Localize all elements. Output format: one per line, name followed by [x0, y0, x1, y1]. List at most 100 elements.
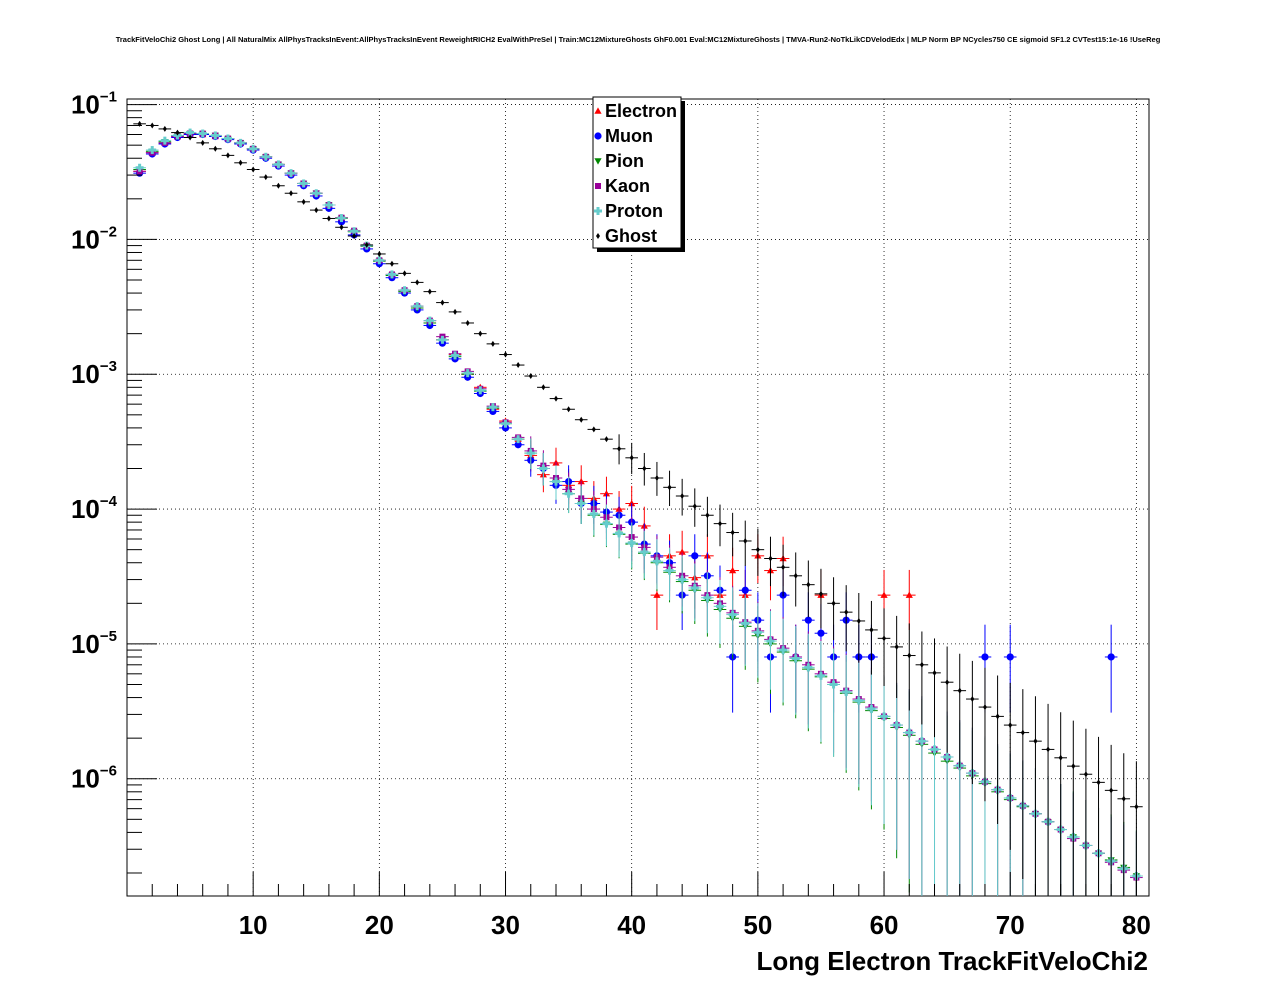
- proton-marker-v: [869, 704, 873, 713]
- proton-marker-v: [596, 207, 600, 215]
- ghost-marker: [326, 215, 331, 222]
- ghost-marker: [377, 250, 382, 257]
- y-tick-label: 10−5: [71, 628, 117, 659]
- chart-title: TrackFitVeloChi2 Ghost Long | All Natura…: [116, 35, 1161, 44]
- proton-marker-v: [428, 316, 432, 325]
- ghost-marker: [225, 152, 230, 159]
- proton-marker: [211, 131, 220, 140]
- proton-marker: [413, 302, 422, 311]
- proton-marker-v: [150, 146, 154, 155]
- proton-marker: [867, 704, 876, 713]
- ghost-marker: [831, 600, 836, 607]
- proton-marker: [678, 575, 687, 584]
- proton-marker-v: [239, 138, 243, 147]
- legend-label-proton: Proton: [605, 201, 663, 221]
- muon-marker: [981, 653, 989, 661]
- ghost-marker: [352, 233, 357, 240]
- ghost-marker: [919, 661, 924, 668]
- ghost-marker: [680, 493, 685, 500]
- proton-marker: [287, 169, 296, 178]
- x-tick-label: 60: [870, 910, 899, 940]
- proton-marker: [917, 737, 926, 746]
- proton-marker-v: [794, 654, 798, 663]
- proton-marker-v: [403, 286, 407, 295]
- ghost-marker: [1008, 722, 1013, 729]
- proton-marker-v: [289, 169, 293, 178]
- proton-marker-v: [554, 477, 558, 486]
- proton-marker-v: [188, 128, 192, 137]
- ghost-marker: [339, 224, 344, 231]
- ghost-marker: [453, 308, 458, 315]
- proton-marker-v: [226, 134, 230, 143]
- electron-marker: [602, 490, 611, 497]
- legend-label-ghost: Ghost: [605, 226, 657, 246]
- proton-marker-v: [642, 548, 646, 557]
- proton-marker: [652, 557, 661, 566]
- proton-marker-v: [352, 227, 356, 236]
- proton-marker: [148, 146, 157, 155]
- legend-label-kaon: Kaon: [605, 176, 650, 196]
- x-tick-label: 80: [1122, 910, 1151, 940]
- proton-marker-v: [302, 179, 306, 188]
- ghost-marker: [692, 503, 697, 510]
- proton-marker-v: [339, 214, 343, 223]
- ghost-marker: [541, 384, 546, 391]
- proton-marker-v: [579, 499, 583, 508]
- ghost-marker: [1096, 779, 1101, 786]
- proton-marker-v: [945, 752, 949, 761]
- ghost-marker: [251, 166, 256, 173]
- proton-marker: [640, 548, 649, 557]
- ghost-marker: [364, 241, 369, 248]
- ghost-marker: [213, 145, 218, 152]
- proton-marker-v: [832, 680, 836, 689]
- muon-marker: [817, 629, 825, 637]
- ghost-marker: [755, 546, 760, 553]
- proton-marker-v: [819, 671, 823, 680]
- muon-marker: [1107, 653, 1115, 661]
- proton-marker-v: [264, 152, 268, 161]
- ghost-marker: [238, 159, 243, 166]
- proton-marker: [943, 752, 952, 761]
- pion-marker: [594, 158, 602, 165]
- proton-marker-v: [907, 728, 911, 737]
- proton-marker-v: [844, 687, 848, 696]
- proton-marker-v: [377, 256, 381, 265]
- ghost-marker: [818, 590, 823, 597]
- muon-marker: [594, 132, 602, 140]
- proton-marker: [716, 602, 725, 611]
- ghost-marker: [566, 406, 571, 413]
- ghost-marker: [188, 134, 193, 141]
- proton-marker: [274, 160, 283, 169]
- ghost-marker: [856, 617, 861, 624]
- ghost-marker: [667, 484, 672, 491]
- proton-marker: [375, 256, 384, 265]
- proton-marker: [627, 539, 636, 548]
- proton-marker: [589, 509, 598, 518]
- proton-marker-v: [327, 200, 331, 209]
- ghost-marker: [579, 416, 584, 423]
- muon-marker: [1006, 653, 1014, 661]
- ghost-marker: [1046, 746, 1051, 753]
- ghost-marker: [844, 609, 849, 616]
- proton-marker-v: [201, 129, 205, 138]
- proton-marker: [451, 351, 460, 360]
- proton-marker: [135, 163, 144, 172]
- muon-marker: [501, 424, 510, 432]
- ghost-marker: [654, 475, 659, 482]
- proton-marker: [198, 129, 207, 138]
- ghost-marker: [440, 299, 445, 306]
- proton-marker: [602, 519, 611, 528]
- proton-marker-v: [390, 270, 394, 279]
- ghost-marker: [882, 635, 887, 642]
- ghost-marker: [314, 207, 319, 214]
- ghost-marker: [478, 330, 483, 337]
- ghost-marker: [528, 373, 533, 380]
- proton-marker-v: [592, 509, 596, 518]
- proton-marker: [551, 477, 560, 486]
- proton-marker-v: [617, 529, 621, 538]
- proton-marker: [594, 207, 602, 215]
- legend-label-pion: Pion: [605, 151, 644, 171]
- ghost-marker: [781, 564, 786, 571]
- ghost-marker: [263, 174, 268, 181]
- ghost-marker: [629, 454, 634, 461]
